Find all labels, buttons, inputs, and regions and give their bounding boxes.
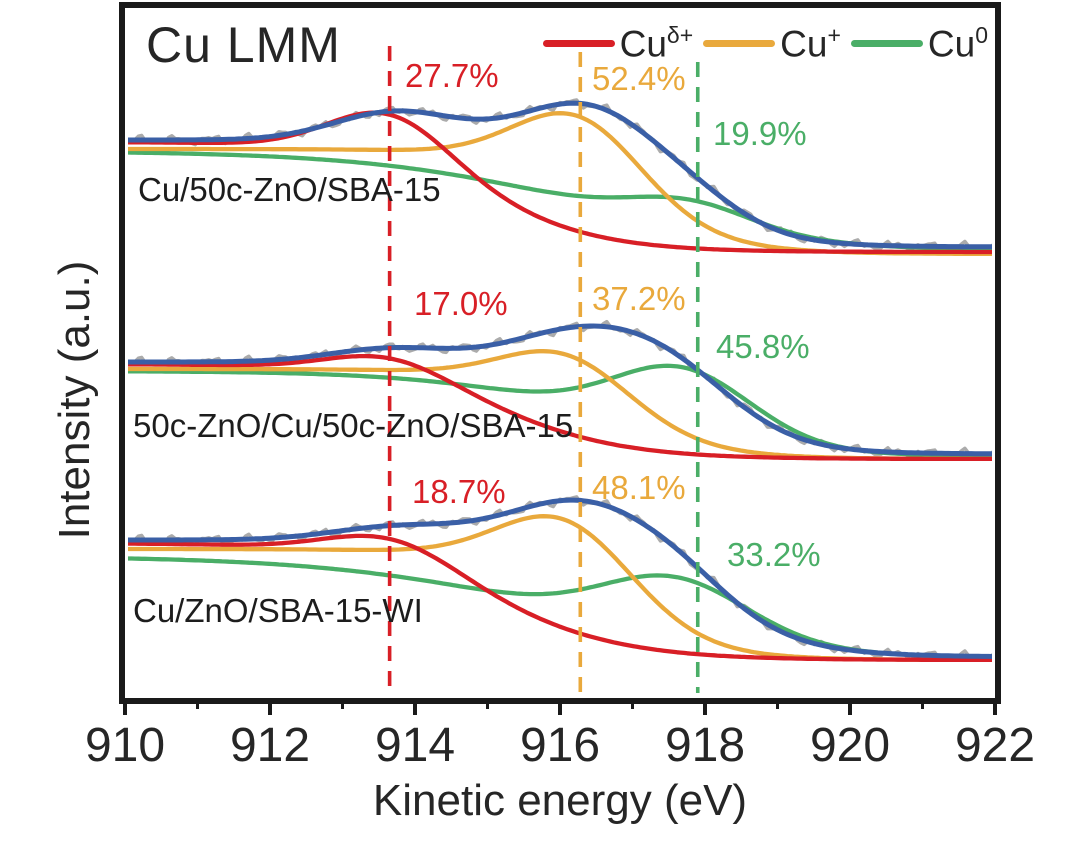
- legend-line-swatch: [703, 39, 776, 47]
- percent-label-green: 45.8%: [716, 328, 810, 365]
- legend-label: Cuδ+: [619, 22, 694, 65]
- cu-delta-plus-fit-curve-panel-3: [128, 533, 992, 663]
- legend: Cuδ+ Cu+ Cu0: [542, 22, 988, 65]
- x-tick-label: 910: [84, 719, 166, 772]
- envelope-fit-curve-panel-1: [128, 100, 992, 250]
- percent-label-red: 18.7%: [412, 473, 506, 510]
- x-tick-label: 922: [954, 719, 1036, 772]
- legend-label: Cu0: [927, 22, 988, 65]
- legend-item-cu-δ+: Cuδ+: [542, 22, 694, 65]
- percent-label-yellow: 48.1%: [592, 469, 686, 506]
- x-tick-label: 916: [519, 719, 601, 772]
- x-axis-title: Kinetic energy (eV): [372, 776, 748, 825]
- cu-delta-plus-fit-curve-panel-2: [128, 353, 992, 462]
- percent-label-green: 33.2%: [727, 536, 821, 573]
- legend-line-swatch: [542, 39, 615, 47]
- percent-label-yellow: 52.4%: [592, 60, 686, 97]
- x-tick-label: 920: [809, 719, 891, 772]
- x-tick-label: 914: [374, 719, 456, 772]
- envelope-fit-curve-panel-3: [128, 497, 992, 659]
- cu-delta-plus-fit-curve-panel-1: [128, 110, 992, 255]
- legend-item-cu-0: Cu0: [850, 22, 988, 65]
- y-axis-title: Intensity (a.u.): [50, 260, 99, 540]
- percent-label-red: 27.7%: [405, 57, 499, 94]
- legend-line-swatch: [850, 39, 923, 47]
- legend-label: Cu+: [780, 22, 841, 65]
- legend-item-cu-+: Cu+: [703, 24, 841, 62]
- sample-name-label: Cu/50c-ZnO/SBA-15: [138, 171, 441, 208]
- percent-label-yellow: 37.2%: [592, 280, 686, 317]
- sample-name-label: Cu/ZnO/SBA-15-WI: [133, 592, 423, 629]
- envelope-fit-curve-panel-2: [128, 323, 992, 457]
- percent-label-green: 19.9%: [713, 115, 807, 152]
- percent-label-red: 17.0%: [414, 285, 508, 322]
- x-tick-label: 912: [229, 719, 311, 772]
- raw-data-curve-panel-3: [128, 495, 992, 662]
- x-tick-label: 918: [664, 719, 746, 772]
- plot-title: Cu LMM: [146, 17, 341, 73]
- sample-name-label: 50c-ZnO/Cu/50c-ZnO/SBA-15: [133, 407, 574, 444]
